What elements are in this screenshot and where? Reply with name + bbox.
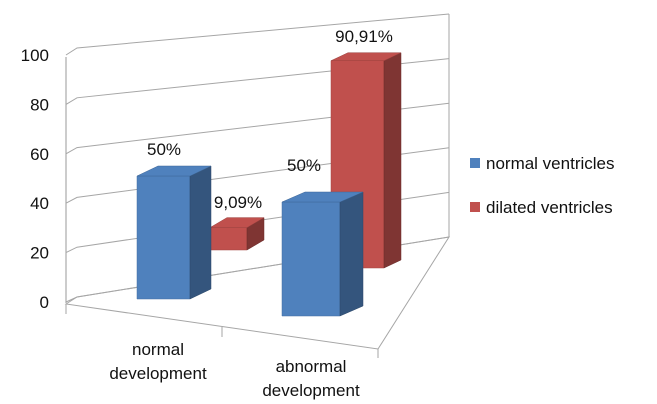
bar-side	[339, 191, 364, 317]
gridlines	[64, 13, 451, 358]
legend: normal ventricles dilated ventricles	[470, 154, 615, 217]
gridline	[65, 147, 450, 204]
gridline	[65, 13, 450, 56]
bar-side	[383, 52, 402, 269]
legend-swatch	[470, 202, 480, 212]
x-axis-category-labels: normal development abnormal development	[109, 340, 360, 400]
gridline	[65, 58, 450, 105]
data-labels: 9,09% 90,91% 50% 50%	[147, 27, 393, 212]
y-tick-label: 40	[30, 194, 49, 213]
bar-front	[281, 201, 341, 317]
category-label: normal	[132, 340, 184, 359]
legend-label: normal ventricles	[486, 154, 615, 173]
y-tick-label: 60	[30, 145, 49, 164]
category-label: development	[109, 364, 207, 383]
data-label: 50%	[147, 140, 181, 159]
y-tick-label: 100	[21, 46, 49, 65]
bar-front	[136, 175, 191, 300]
bar-top	[209, 217, 265, 228]
legend-label: dilated ventricles	[486, 198, 613, 217]
data-label: 9,09%	[214, 193, 262, 212]
bar-dilated-ventricles-1	[209, 217, 265, 251]
bar-side	[189, 165, 212, 300]
bar-top	[330, 52, 402, 61]
bar-normal-ventricles-2	[281, 191, 364, 317]
bar-normal-ventricles-1	[136, 165, 212, 300]
y-tick-label: 0	[40, 293, 49, 312]
y-tick-label: 80	[30, 95, 49, 114]
bar-dilated-ventricles-2	[330, 52, 402, 269]
legend-swatch	[470, 158, 480, 168]
y-axis-tick-labels: 0 20 40 60 80 100	[21, 46, 49, 312]
data-label: 50%	[287, 156, 321, 175]
bar-top	[136, 165, 212, 177]
bars	[136, 52, 402, 317]
data-label: 90,91%	[335, 27, 393, 46]
category-label: development	[262, 381, 360, 400]
category-label: abnormal	[276, 357, 347, 376]
bar-top	[281, 191, 364, 203]
gridline	[65, 102, 450, 155]
y-tick-label: 20	[30, 244, 49, 263]
bar-front	[209, 227, 248, 251]
